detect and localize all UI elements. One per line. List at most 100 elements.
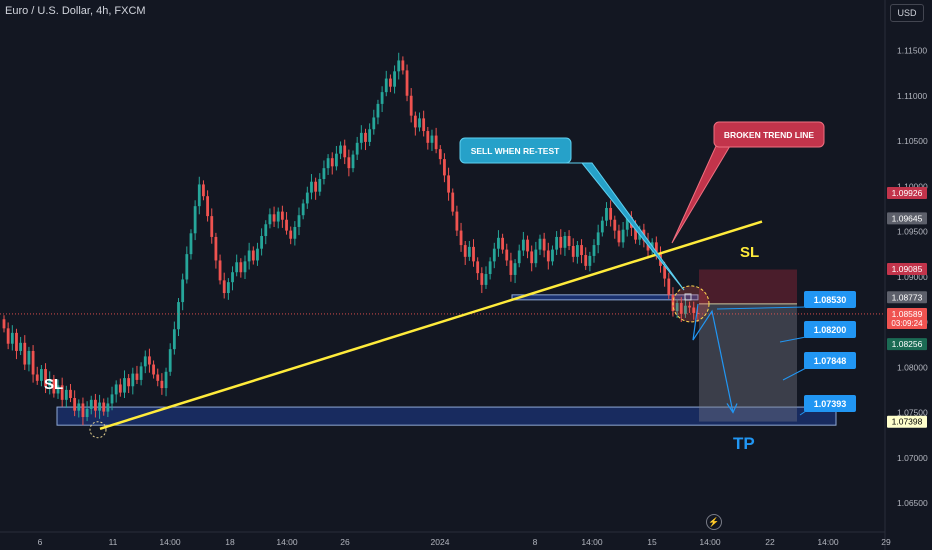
currency-button[interactable]: USD bbox=[890, 4, 924, 22]
price-tag-countdown: 03:09:24 bbox=[891, 319, 923, 328]
candle-body bbox=[688, 305, 691, 308]
candle-body bbox=[480, 273, 484, 285]
candle-body bbox=[368, 129, 372, 142]
candle-body bbox=[160, 380, 164, 389]
x-tick-label: 14:00 bbox=[159, 537, 181, 547]
candle-body bbox=[335, 153, 338, 167]
symbol-title: Euro / U.S. Dollar, 4h, FXCM bbox=[5, 5, 146, 17]
x-tick-label: 2024 bbox=[431, 537, 450, 547]
x-tick-label: 18 bbox=[225, 537, 235, 547]
candle-body bbox=[131, 373, 135, 387]
candle-body bbox=[455, 211, 459, 231]
y-tick-label: 1.09000 bbox=[897, 272, 928, 282]
retest-marker bbox=[684, 293, 692, 301]
candle-body bbox=[488, 261, 492, 275]
candle-body bbox=[571, 245, 575, 257]
x-tick-label: 14:00 bbox=[817, 537, 839, 547]
price-tag-box bbox=[887, 212, 927, 225]
broken-callout-text: BROKEN TREND LINE bbox=[724, 130, 815, 140]
candle-body bbox=[355, 142, 359, 155]
candle-body bbox=[77, 403, 81, 411]
candle-body bbox=[613, 219, 617, 231]
y-tick-label: 1.10000 bbox=[897, 181, 928, 191]
candle-body bbox=[409, 95, 413, 116]
candle-body bbox=[247, 250, 251, 262]
candle-body bbox=[31, 350, 35, 375]
lightning-icon[interactable]: ⚡ bbox=[706, 514, 722, 530]
candle-body bbox=[563, 236, 567, 248]
price-tag-label: 1.08773 bbox=[892, 292, 923, 302]
candle-body bbox=[555, 236, 559, 250]
x-tick-label: 22 bbox=[765, 537, 775, 547]
candle-body bbox=[509, 260, 513, 275]
trend-line bbox=[99, 220, 763, 430]
x-tick-label: 11 bbox=[109, 537, 118, 547]
candle-body bbox=[551, 249, 554, 262]
candle-body bbox=[418, 118, 421, 128]
candle-body bbox=[513, 263, 517, 275]
candle-body bbox=[654, 242, 658, 255]
target-leader bbox=[779, 336, 807, 343]
target-label-box bbox=[804, 321, 856, 338]
target-leader bbox=[782, 367, 807, 381]
candle-body bbox=[501, 237, 504, 250]
candle-body bbox=[222, 280, 226, 294]
candle-body bbox=[443, 159, 446, 176]
y-tick-label: 1.11500 bbox=[897, 46, 927, 56]
candle-body bbox=[447, 175, 450, 193]
candle-body bbox=[330, 158, 334, 167]
candle-body bbox=[559, 236, 563, 248]
y-tick-label: 1.07500 bbox=[897, 408, 928, 418]
candle-body bbox=[89, 399, 93, 409]
candle-body bbox=[301, 203, 305, 216]
candle-body bbox=[692, 307, 696, 313]
candle-body bbox=[434, 135, 438, 150]
candle-body bbox=[310, 181, 313, 193]
candle-body bbox=[526, 239, 529, 252]
candle-body bbox=[351, 154, 355, 169]
candle-body bbox=[251, 250, 255, 261]
candle-body bbox=[235, 262, 239, 273]
candle-body bbox=[35, 374, 39, 381]
candle-body bbox=[27, 350, 31, 365]
projection-arrow bbox=[726, 403, 738, 414]
candle-body bbox=[143, 356, 147, 367]
candle-body bbox=[314, 181, 318, 192]
target-label-box bbox=[804, 291, 856, 308]
target-label-box bbox=[804, 352, 856, 369]
sl-label-right: SL bbox=[740, 244, 759, 261]
candle-body bbox=[127, 378, 131, 387]
candle-body bbox=[189, 233, 193, 255]
target-label: 1.07393 bbox=[814, 399, 847, 409]
candle-body bbox=[696, 312, 700, 314]
candle-body bbox=[148, 356, 151, 365]
candle-body bbox=[413, 115, 417, 128]
candle-body bbox=[177, 302, 180, 330]
candle-body bbox=[73, 398, 77, 411]
candle-body bbox=[23, 342, 27, 365]
candle-body bbox=[364, 132, 367, 142]
candle-body bbox=[202, 184, 205, 197]
candle-body bbox=[6, 328, 10, 344]
x-tick-label: 6 bbox=[38, 537, 43, 547]
candle-body bbox=[625, 217, 629, 230]
x-tick-label: 15 bbox=[647, 537, 657, 547]
candle-body bbox=[226, 282, 230, 294]
y-tick-label: 1.08000 bbox=[897, 362, 928, 372]
candle-body bbox=[575, 245, 579, 257]
candle-body bbox=[305, 192, 309, 204]
retest-box bbox=[511, 294, 699, 301]
broken-callout-pointer bbox=[671, 145, 731, 244]
candle-body bbox=[156, 374, 160, 381]
candle-body bbox=[69, 389, 72, 399]
candle-body bbox=[139, 366, 143, 380]
candle-body bbox=[231, 272, 234, 283]
candle-body bbox=[426, 131, 430, 143]
candle-body bbox=[505, 249, 509, 261]
price-tag-label: 1.09926 bbox=[892, 188, 923, 198]
candle-body bbox=[609, 207, 613, 220]
candle-body bbox=[596, 232, 600, 246]
candle-body bbox=[675, 302, 679, 312]
candle-body bbox=[621, 229, 625, 243]
